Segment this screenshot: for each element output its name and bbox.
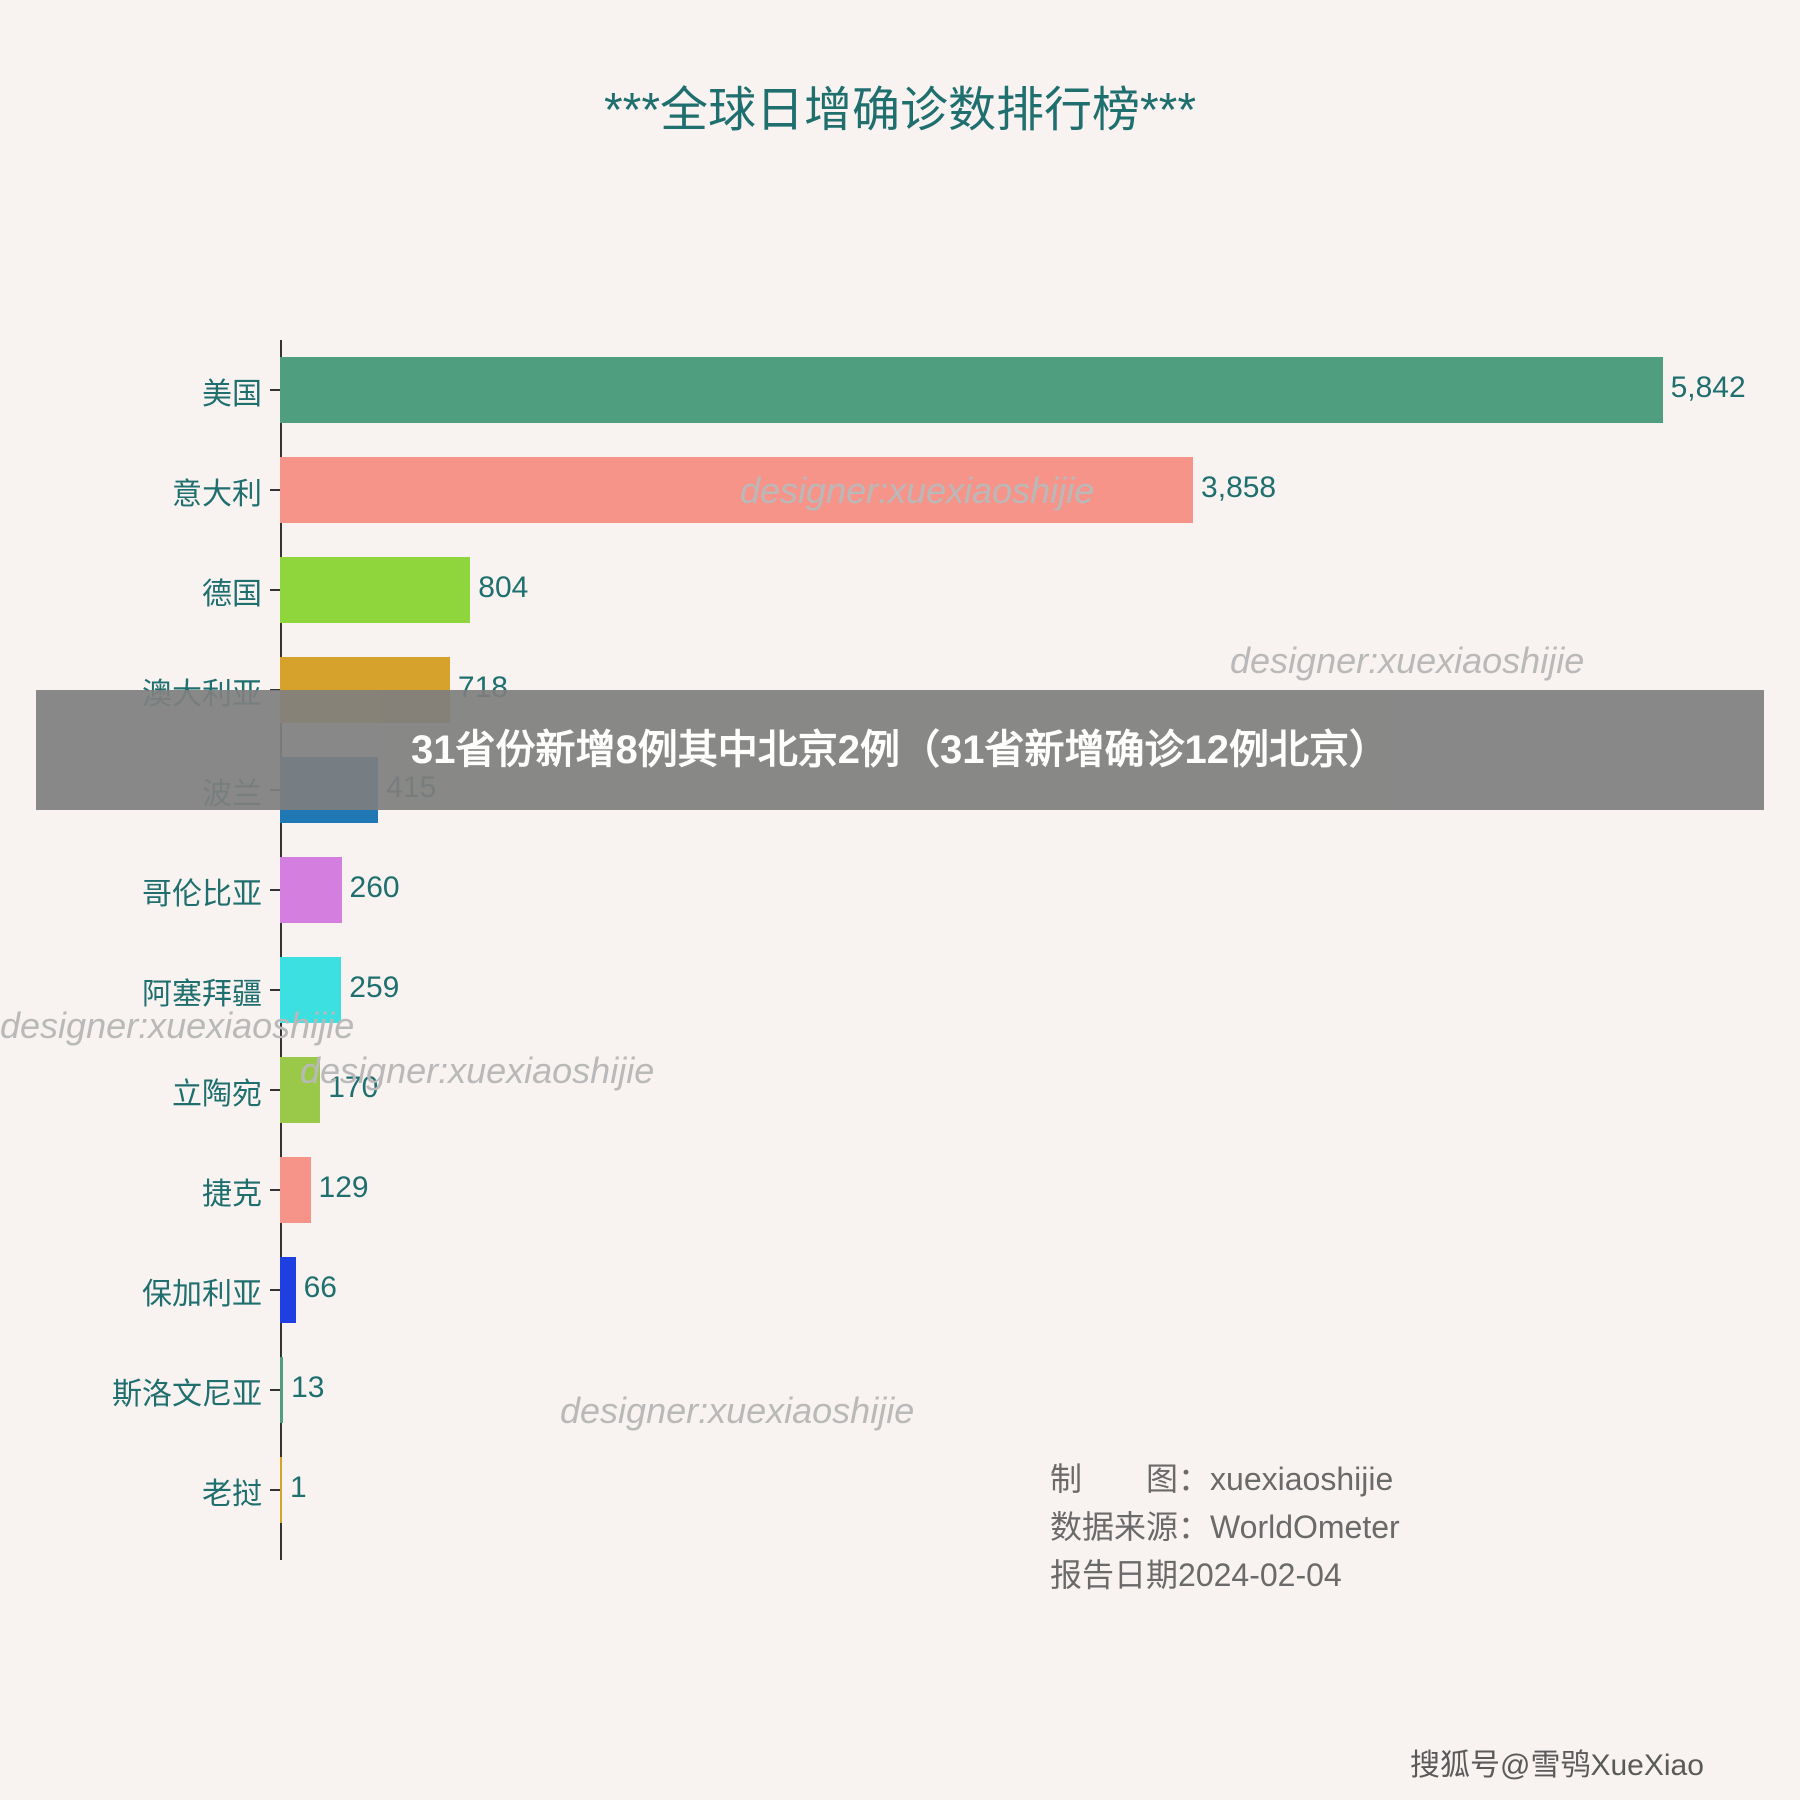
bar (280, 1457, 282, 1523)
y-axis-tick (270, 589, 280, 591)
credit-label: 数据来源： (1050, 1509, 1210, 1545)
category-label: 意大利 (2, 469, 262, 513)
headline-overlay: 31省份新增8例其中北京2例（31省新增确诊12例北京） (36, 690, 1764, 810)
y-axis-tick (270, 1089, 280, 1091)
credit-value: WorldOmeter (1210, 1509, 1400, 1545)
y-axis-tick (270, 989, 280, 991)
category-label: 哥伦比亚 (2, 869, 262, 913)
value-label: 13 (291, 1371, 324, 1405)
y-axis-tick (270, 389, 280, 391)
category-label: 保加利亚 (2, 1269, 262, 1313)
category-label: 斯洛文尼亚 (2, 1369, 262, 1413)
y-axis-tick (270, 1389, 280, 1391)
bar (280, 357, 1663, 423)
bar (280, 1357, 283, 1423)
y-axis-tick (270, 489, 280, 491)
value-label: 170 (328, 1071, 378, 1105)
value-label: 5,842 (1671, 371, 1746, 405)
credit-value: xuexiaoshijie (1210, 1461, 1393, 1497)
credits-block: 制 图：xuexiaoshijie数据来源：WorldOmeter报告日期202… (1050, 1455, 1400, 1599)
value-label: 66 (304, 1271, 337, 1305)
category-label: 阿塞拜疆 (2, 969, 262, 1013)
y-axis-tick (270, 1189, 280, 1191)
value-label: 259 (349, 971, 399, 1005)
bar (280, 557, 470, 623)
bar (280, 857, 342, 923)
y-axis-tick (270, 889, 280, 891)
value-label: 3,858 (1201, 471, 1276, 505)
bar (280, 1157, 311, 1223)
chart-title: ***全球日增确诊数排行榜*** (0, 70, 1800, 140)
credit-value: 2024-02-04 (1178, 1557, 1342, 1593)
sohu-attribution: 搜狐号@雪鸮XueXiao (1410, 1740, 1704, 1784)
y-axis-tick (270, 1289, 280, 1291)
credit-row: 报告日期2024-02-04 (1050, 1551, 1400, 1599)
value-label: 1 (290, 1471, 307, 1505)
y-axis-tick (270, 1489, 280, 1491)
value-label: 129 (319, 1171, 369, 1205)
bar (280, 957, 341, 1023)
credit-label: 制 图： (1050, 1461, 1210, 1497)
category-label: 老挝 (2, 1469, 262, 1513)
category-label: 立陶宛 (2, 1069, 262, 1113)
bar (280, 457, 1193, 523)
category-label: 美国 (2, 369, 262, 413)
bar (280, 1057, 320, 1123)
bar (280, 1257, 296, 1323)
credit-label: 报告日期 (1050, 1557, 1178, 1593)
credit-row: 制 图：xuexiaoshijie (1050, 1455, 1400, 1503)
headline-text: 31省份新增8例其中北京2例（31省新增确诊12例北京） (36, 716, 1764, 784)
category-label: 德国 (2, 569, 262, 613)
category-label: 捷克 (2, 1169, 262, 1213)
plot-area: 美国5,842意大利3,858德国804澳大利亚718波兰415哥伦比亚260阿… (280, 340, 1700, 1560)
credit-row: 数据来源：WorldOmeter (1050, 1503, 1400, 1551)
value-label: 260 (350, 871, 400, 905)
value-label: 804 (478, 571, 528, 605)
